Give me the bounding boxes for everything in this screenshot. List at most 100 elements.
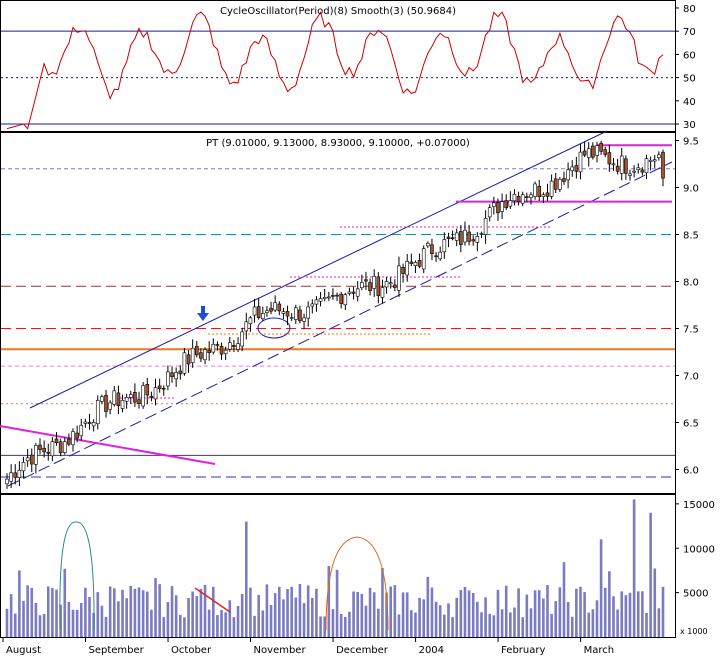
volume-bar — [30, 587, 34, 637]
candle-body — [25, 457, 30, 462]
volume-bar — [405, 592, 409, 637]
volume-bar — [496, 589, 500, 637]
volume-bar — [566, 601, 570, 637]
volume-bar — [9, 594, 13, 637]
volume-bar — [187, 597, 190, 637]
candle-body — [640, 169, 645, 173]
candle-body — [170, 372, 174, 378]
volume-bar — [438, 605, 442, 637]
candle-body — [244, 321, 249, 332]
volume-bar — [587, 612, 591, 637]
candle-body — [62, 441, 67, 453]
candle-body — [310, 303, 315, 307]
candle-body — [492, 202, 496, 207]
candle-body — [38, 444, 42, 450]
volume-bar — [414, 612, 417, 637]
candle-body — [128, 394, 133, 398]
volume-bar — [471, 592, 475, 637]
volume-bar — [335, 569, 339, 637]
volume-bar — [55, 589, 58, 637]
price-tick-label: 7.0 — [683, 372, 699, 383]
candle-body — [104, 394, 108, 412]
candle-body — [347, 291, 352, 294]
candle-body — [248, 317, 253, 324]
volume-bar — [513, 607, 516, 637]
volume-bar — [162, 616, 166, 637]
candle-body — [574, 165, 579, 172]
candle-body — [376, 276, 381, 296]
candle-body — [533, 183, 537, 197]
indicator-tick-label: 80 — [683, 4, 696, 15]
candle-body — [67, 438, 71, 445]
candle-body — [417, 260, 422, 267]
candle-body — [537, 185, 542, 197]
volume-bar — [195, 596, 199, 637]
candle-body — [591, 145, 595, 158]
volume-bar — [451, 617, 454, 637]
candle-body — [306, 306, 310, 319]
volume-bar — [331, 609, 335, 637]
volume-bar — [344, 616, 347, 637]
volume-bar — [389, 586, 392, 637]
volume-bar — [294, 597, 298, 637]
indicator-title: CycleOscillator(Period)(8) Smooth(3) (50… — [220, 6, 456, 17]
volume-bar — [372, 592, 376, 637]
candle-body — [595, 145, 599, 156]
candle-body — [578, 151, 583, 173]
volume-bar — [575, 588, 578, 637]
volume-bar — [418, 597, 421, 637]
candle-body — [446, 236, 451, 239]
candle-body — [87, 422, 92, 424]
candle-body — [562, 178, 566, 182]
candle-body — [454, 232, 459, 241]
candle-body — [413, 262, 418, 266]
candle-body — [219, 345, 224, 355]
volume-bar — [410, 610, 413, 637]
candle-body — [619, 155, 624, 174]
candle-body — [463, 229, 467, 243]
volume-bar — [381, 568, 384, 637]
candle-body — [174, 372, 178, 380]
volume-bar — [183, 617, 186, 637]
candle-body — [405, 261, 410, 276]
volume-bar — [191, 591, 194, 637]
candle-body — [322, 297, 327, 300]
candle-body — [467, 231, 471, 242]
candle-body — [236, 343, 240, 350]
volume-bar — [315, 588, 318, 637]
candle-body — [166, 371, 170, 387]
volume-bar — [5, 608, 9, 637]
candle-body — [42, 447, 46, 453]
candle-body — [496, 202, 500, 214]
volume-bar — [170, 586, 174, 637]
volume-bar — [525, 594, 529, 637]
candle-body — [240, 331, 244, 347]
volume-bar — [649, 512, 652, 637]
volume-bar — [579, 586, 582, 637]
volume-bar — [455, 597, 459, 637]
volume-bar — [599, 539, 603, 637]
volume-bar — [422, 599, 426, 637]
candle-body — [133, 392, 137, 403]
candle-body — [351, 291, 356, 294]
volume-bar — [112, 588, 116, 637]
candle-body — [558, 178, 562, 190]
volume-bar — [504, 585, 508, 637]
volume-bar — [517, 588, 520, 637]
candle-body — [360, 282, 364, 289]
magenta-trendline — [0, 425, 216, 465]
volume-bar — [385, 592, 388, 637]
candlestick-series — [5, 140, 665, 489]
volume-bar — [298, 584, 302, 637]
candle-body — [652, 159, 657, 162]
volume-bar — [327, 566, 331, 637]
volume-bar — [554, 601, 558, 637]
indicator-panel — [0, 0, 676, 132]
candle-body — [50, 441, 55, 457]
candle-body — [289, 317, 294, 319]
candle-body — [137, 399, 141, 404]
candle-body — [75, 432, 79, 439]
volume-bar — [282, 599, 285, 637]
candle-body — [161, 387, 166, 390]
